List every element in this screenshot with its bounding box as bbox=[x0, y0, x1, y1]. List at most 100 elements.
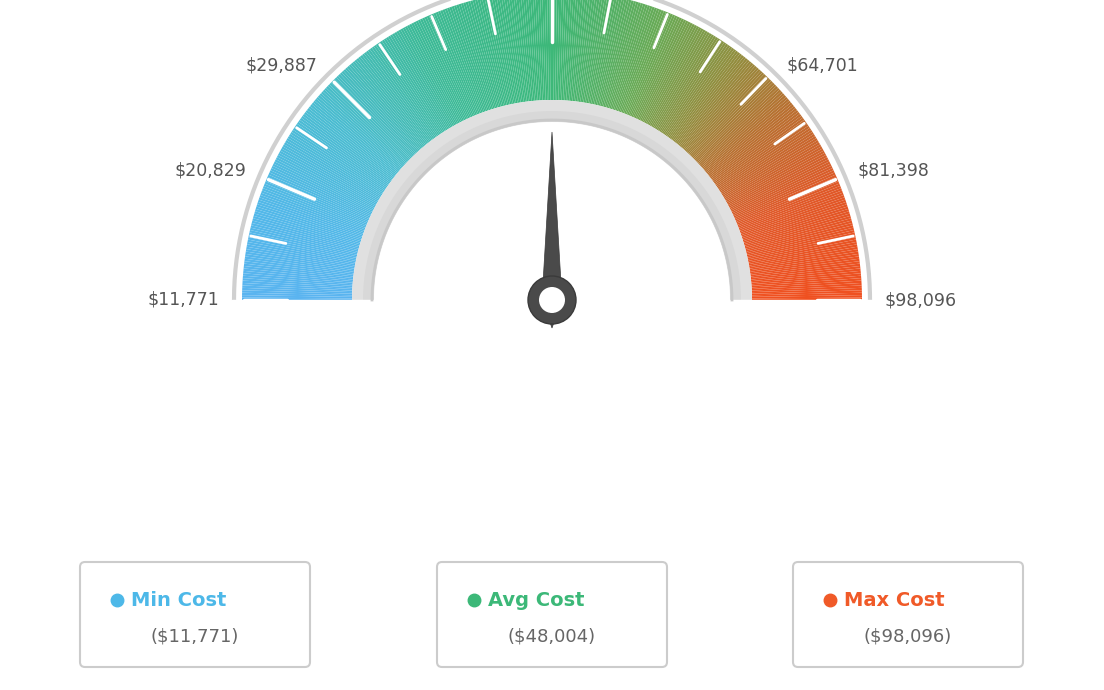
Wedge shape bbox=[479, 0, 507, 106]
Wedge shape bbox=[749, 244, 858, 266]
Wedge shape bbox=[295, 126, 386, 189]
Wedge shape bbox=[751, 264, 860, 278]
Circle shape bbox=[528, 276, 576, 324]
Wedge shape bbox=[306, 110, 394, 179]
Text: $20,829: $20,829 bbox=[174, 161, 246, 179]
Wedge shape bbox=[254, 211, 360, 244]
Wedge shape bbox=[248, 237, 357, 261]
Polygon shape bbox=[374, 122, 730, 300]
Wedge shape bbox=[742, 204, 848, 239]
Wedge shape bbox=[261, 193, 364, 233]
Wedge shape bbox=[735, 175, 837, 221]
Wedge shape bbox=[390, 34, 449, 130]
Wedge shape bbox=[684, 68, 758, 151]
Wedge shape bbox=[280, 148, 378, 204]
Wedge shape bbox=[477, 0, 506, 106]
Wedge shape bbox=[686, 69, 761, 152]
Text: $98,096: $98,096 bbox=[885, 291, 957, 309]
Wedge shape bbox=[245, 252, 354, 270]
Wedge shape bbox=[657, 36, 716, 130]
Wedge shape bbox=[365, 50, 433, 140]
Text: Avg Cost: Avg Cost bbox=[488, 591, 584, 610]
Wedge shape bbox=[506, 0, 523, 102]
Text: $11,771: $11,771 bbox=[147, 291, 219, 309]
Wedge shape bbox=[268, 172, 370, 219]
Wedge shape bbox=[357, 58, 427, 145]
Wedge shape bbox=[475, 0, 503, 106]
Wedge shape bbox=[242, 293, 352, 297]
Wedge shape bbox=[671, 50, 739, 140]
Wedge shape bbox=[687, 70, 763, 153]
Wedge shape bbox=[700, 91, 783, 166]
Wedge shape bbox=[752, 278, 861, 288]
Wedge shape bbox=[248, 235, 357, 259]
Wedge shape bbox=[247, 242, 355, 264]
Wedge shape bbox=[372, 46, 437, 137]
Wedge shape bbox=[566, 0, 576, 101]
Wedge shape bbox=[548, 0, 551, 100]
Wedge shape bbox=[659, 38, 720, 132]
Wedge shape bbox=[651, 31, 708, 127]
Wedge shape bbox=[608, 2, 640, 108]
Wedge shape bbox=[597, 0, 625, 106]
Wedge shape bbox=[449, 7, 487, 111]
Wedge shape bbox=[585, 0, 605, 103]
Text: ($98,096): ($98,096) bbox=[863, 627, 952, 645]
Wedge shape bbox=[538, 0, 544, 100]
Wedge shape bbox=[279, 150, 376, 205]
Wedge shape bbox=[422, 17, 469, 119]
Wedge shape bbox=[752, 297, 862, 300]
Wedge shape bbox=[691, 77, 769, 157]
Wedge shape bbox=[603, 1, 634, 107]
Wedge shape bbox=[468, 1, 499, 108]
Wedge shape bbox=[574, 0, 588, 101]
Wedge shape bbox=[725, 146, 822, 202]
Wedge shape bbox=[611, 3, 646, 109]
Text: Max Cost: Max Cost bbox=[843, 591, 945, 610]
Wedge shape bbox=[631, 15, 678, 117]
Wedge shape bbox=[243, 281, 352, 289]
Wedge shape bbox=[750, 256, 859, 273]
Wedge shape bbox=[415, 21, 466, 120]
Wedge shape bbox=[245, 256, 354, 273]
Wedge shape bbox=[742, 202, 847, 238]
Wedge shape bbox=[308, 106, 396, 176]
Wedge shape bbox=[714, 118, 804, 184]
Wedge shape bbox=[752, 293, 862, 297]
Wedge shape bbox=[447, 8, 486, 112]
Wedge shape bbox=[347, 66, 421, 150]
Wedge shape bbox=[242, 288, 352, 294]
Wedge shape bbox=[718, 126, 809, 189]
Text: Min Cost: Min Cost bbox=[131, 591, 226, 610]
Wedge shape bbox=[513, 0, 529, 101]
Wedge shape bbox=[485, 0, 510, 105]
Wedge shape bbox=[256, 204, 362, 239]
Wedge shape bbox=[713, 116, 803, 182]
Wedge shape bbox=[277, 155, 375, 208]
Wedge shape bbox=[464, 2, 496, 108]
Wedge shape bbox=[497, 0, 518, 104]
Wedge shape bbox=[248, 233, 357, 258]
Wedge shape bbox=[619, 8, 659, 112]
Wedge shape bbox=[250, 228, 358, 255]
Wedge shape bbox=[567, 0, 578, 101]
Wedge shape bbox=[503, 0, 522, 102]
Wedge shape bbox=[752, 283, 861, 290]
Wedge shape bbox=[623, 10, 664, 113]
Wedge shape bbox=[582, 0, 601, 102]
Wedge shape bbox=[733, 168, 834, 216]
Wedge shape bbox=[661, 41, 724, 134]
Wedge shape bbox=[370, 48, 436, 138]
Wedge shape bbox=[562, 0, 569, 100]
Wedge shape bbox=[708, 106, 796, 176]
Wedge shape bbox=[645, 25, 697, 124]
Wedge shape bbox=[701, 93, 785, 168]
Wedge shape bbox=[246, 244, 355, 266]
Wedge shape bbox=[244, 266, 353, 279]
Wedge shape bbox=[614, 5, 650, 110]
Wedge shape bbox=[314, 101, 399, 172]
Wedge shape bbox=[617, 7, 655, 111]
Wedge shape bbox=[407, 25, 459, 124]
Wedge shape bbox=[676, 57, 746, 144]
FancyBboxPatch shape bbox=[793, 562, 1023, 667]
